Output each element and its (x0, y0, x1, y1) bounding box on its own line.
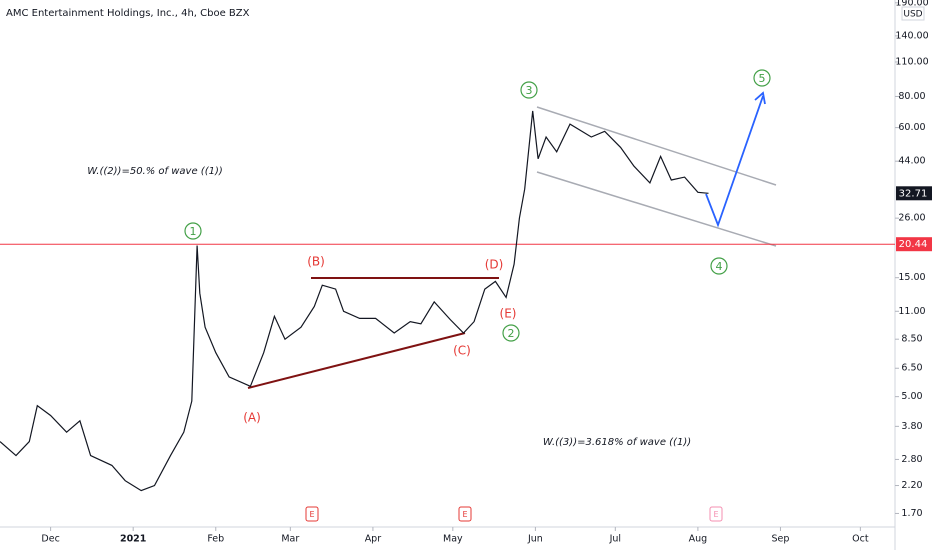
projection-arrow (705, 95, 764, 228)
y-tick-label: 140.00 (895, 30, 928, 41)
y-tick-label: 8.50 (901, 334, 922, 345)
y-tick-label: 6.50 (901, 363, 922, 374)
x-tick-label: Feb (207, 534, 224, 545)
y-tick-label: 80.00 (898, 91, 925, 102)
earnings-marker (709, 506, 723, 522)
wave-circle (753, 69, 771, 87)
annotation: W.((2))=50.% of wave ((1)) (87, 166, 223, 177)
x-tick-label: Apr (365, 534, 382, 545)
x-tick-label: 2021 (120, 534, 146, 545)
y-tick-label: 15.00 (898, 272, 925, 283)
y-tick-label: 60.00 (898, 122, 925, 133)
wave-circle (184, 222, 202, 240)
currency-box (901, 6, 925, 21)
chart-title: AMC Entertainment Holdings, Inc., 4h, Cb… (6, 8, 250, 19)
y-tick-label: 2.20 (901, 480, 922, 491)
y-tick-label: 2.80 (901, 454, 922, 465)
y-tick-label: 1.70 (901, 508, 922, 519)
wave-circle (520, 81, 538, 99)
x-tick-label: Oct (852, 534, 869, 545)
y-tick-label: 3.80 (901, 421, 922, 432)
channel-line (536, 171, 777, 247)
wave-label: (A) (243, 411, 261, 425)
x-tick-label: Aug (689, 534, 708, 545)
last-price-box (896, 186, 932, 201)
earnings-marker (458, 506, 472, 522)
x-tick-label: Dec (41, 534, 59, 545)
wave-label: (D) (485, 258, 504, 272)
y-tick-label: 11.00 (898, 306, 925, 317)
currency: USD (903, 10, 922, 20)
earnings-label: E (309, 510, 314, 519)
y-tick-label: 5.00 (901, 391, 922, 402)
wave-circle (502, 324, 520, 342)
price-line-box (896, 237, 932, 252)
y-tick-label: 26.00 (898, 213, 925, 224)
wave-label: 3 (526, 84, 533, 97)
x-tick-label: Mar (281, 534, 299, 545)
wave-label: (E) (500, 307, 517, 321)
wave-label: 2 (508, 327, 515, 340)
wave-label: (B) (307, 255, 325, 269)
wave-label: 5 (759, 72, 766, 85)
trend-line (247, 332, 466, 389)
price-line-series (0, 110, 709, 492)
y-tick-label: 44.00 (898, 156, 925, 167)
y-tick-label: 190.00 (895, 0, 928, 8)
x-tick-label: Jul (609, 534, 621, 545)
price-line-label: 20.44 (899, 239, 928, 250)
arrow-head (754, 91, 766, 105)
x-tick-label: Jun (527, 534, 543, 545)
annotation: W.((3))=3.618% of wave ((1)) (543, 437, 691, 448)
wave-label: (C) (453, 344, 471, 358)
earnings-marker (305, 506, 319, 522)
earnings-label: E (462, 510, 467, 519)
last-price-label: 32.71 (899, 188, 928, 199)
x-tick-label: May (443, 534, 463, 545)
y-tick-label: 110.00 (895, 56, 928, 67)
wave-label: 4 (716, 260, 723, 273)
x-tick-label: Sep (772, 534, 790, 545)
wave-circle (710, 257, 728, 275)
earnings-label: E (713, 510, 718, 519)
wave-label: 1 (190, 225, 197, 238)
